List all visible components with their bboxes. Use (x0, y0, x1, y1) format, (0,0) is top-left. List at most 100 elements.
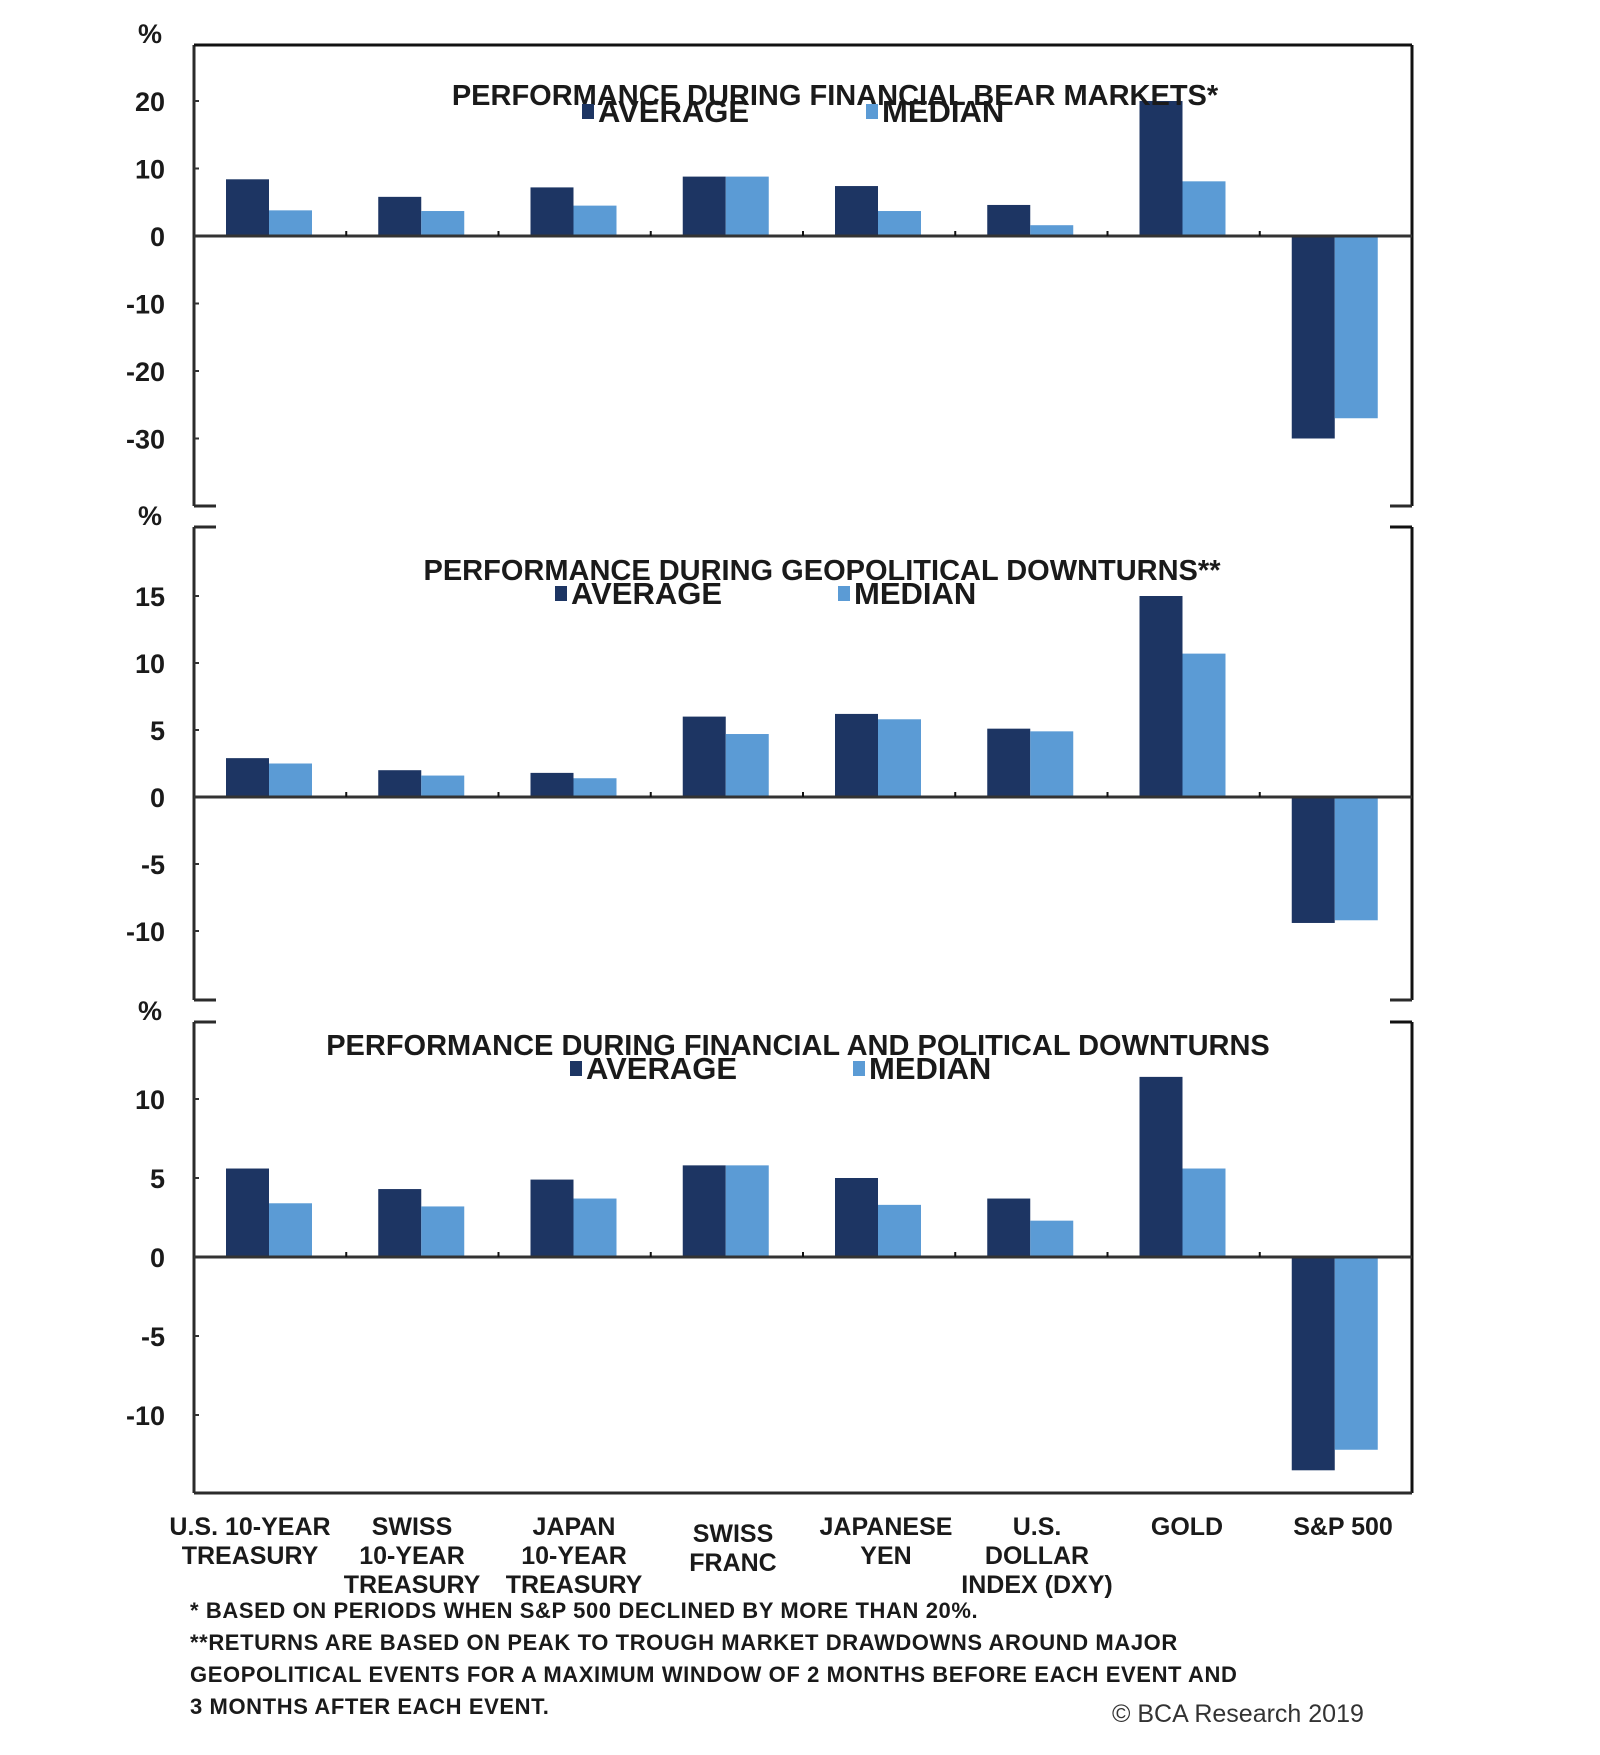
panel-2-ytick-label: -10 (126, 917, 165, 947)
panel-2-ytick-label: 15 (135, 582, 165, 612)
panel-2-ytick-label: 0 (150, 783, 165, 813)
panel-1-ytick-label: -30 (126, 425, 165, 455)
panel-1-title: PERFORMANCE DURING FINANCIAL BEAR MARKET… (452, 80, 1219, 112)
panel-1-bar-median (1030, 225, 1074, 236)
x-axis-category-label: JAPAN (533, 1513, 616, 1541)
panel-3-bar-median (269, 1203, 312, 1257)
panel-1-legend-median-swatch (866, 104, 878, 119)
panel-2-legend-median-swatch (838, 586, 850, 601)
copyright: © BCA Research 2019 (1112, 1700, 1364, 1728)
x-axis-category-label: GOLD (1151, 1513, 1223, 1541)
x-axis-category-label: JAPANESE (820, 1513, 953, 1541)
panel-2-bar-average (1291, 797, 1335, 923)
panel-1-bar-average (378, 196, 422, 236)
panel-2-bar-average (530, 772, 574, 797)
x-axis-category-label: U.S. 10-YEAR (169, 1513, 330, 1541)
panel-1-bar-average (987, 204, 1031, 236)
panel-2-ytick-label: 10 (135, 649, 165, 679)
panel-1-bar-median (269, 210, 312, 236)
panel-3-bar-average (1291, 1257, 1335, 1471)
panel-2-ytick-label: 5 (150, 716, 165, 746)
panel-1-bar-median (1182, 181, 1226, 236)
panel-1-ytick-label: -20 (126, 357, 165, 387)
panel-3-legend-average-label: AVERAGE (586, 1051, 737, 1086)
x-axis-category-label: DOLLAR (985, 1542, 1089, 1570)
footnote-geopolitical-line3: 3 MONTHS AFTER EACH EVENT. (190, 1694, 550, 1719)
panel-2-bar-median (1030, 731, 1074, 797)
panel-1-bar-median (421, 211, 465, 236)
panel-3-bar-average (226, 1168, 269, 1257)
panel-2-title: PERFORMANCE DURING GEOPOLITICAL DOWNTURN… (424, 555, 1222, 587)
panel-3-bar-median (1182, 1168, 1226, 1257)
panel-2-bar-median (1182, 653, 1226, 797)
panel-3-bar-average (835, 1178, 878, 1257)
panel-3-bar-average (1139, 1076, 1183, 1257)
panel-3-bar-median (725, 1165, 769, 1257)
panel-3-legend-median-label: MEDIAN (869, 1051, 991, 1086)
panel-1-ytick-label: -10 (126, 290, 165, 320)
panel-1-bar-median (1334, 236, 1378, 419)
panel-1-bar-median (725, 176, 769, 236)
panel-3-bar-median (878, 1204, 921, 1257)
panel-1-bar-median (878, 211, 921, 236)
panel-1-bar-average (1139, 101, 1183, 236)
x-axis-category-label: 10-YEAR (521, 1542, 627, 1570)
panel-2-bar-average (378, 770, 422, 797)
panel-3-bar-median (573, 1198, 617, 1257)
panel-3-unit-label: % (138, 996, 162, 1026)
panel-3-bar-median (421, 1206, 465, 1257)
panel-3-ytick-label: 5 (150, 1164, 165, 1194)
panel-2-bar-median (269, 763, 312, 797)
panel-1-bar-average (226, 179, 269, 236)
footnote-geopolitical-line2: GEOPOLITICAL EVENTS FOR A MAXIMUM WINDOW… (190, 1662, 1238, 1687)
x-axis-category-label: YEN (860, 1542, 911, 1570)
panel-1-unit-label: % (138, 19, 162, 49)
panel-2-bar-average (1139, 596, 1183, 797)
panel-2-bar-median (573, 778, 617, 797)
x-axis-category-label: TREASURY (344, 1571, 481, 1599)
panel-3-bar-median (1030, 1220, 1074, 1257)
x-axis-category-label: 10-YEAR (359, 1542, 465, 1570)
x-axis-category-label: SWISS (372, 1513, 453, 1541)
panel-2-bar-median (725, 734, 769, 797)
x-axis-category-label: FRANC (689, 1549, 777, 1577)
panel-2-legend-average-label: AVERAGE (571, 576, 722, 611)
panel-3-title: PERFORMANCE DURING FINANCIAL AND POLITIC… (326, 1030, 1270, 1062)
footnote-bear-markets: * BASED ON PERIODS WHEN S&P 500 DECLINED… (190, 1598, 979, 1623)
x-axis-category-label: TREASURY (182, 1542, 319, 1570)
panel-3-ytick-label: 10 (135, 1085, 165, 1115)
panel-1-legend-average-label: AVERAGE (598, 94, 749, 129)
panel-3-legend-average-swatch (570, 1061, 582, 1076)
panel-1-legend-median-label: MEDIAN (882, 94, 1004, 129)
panel-2-legend-median-label: MEDIAN (854, 576, 976, 611)
panel-3-bar-average (378, 1189, 422, 1257)
panel-1-ytick-label: 0 (150, 222, 165, 252)
panel-2-bar-average (835, 713, 878, 797)
panel-2-bar-median (1334, 797, 1378, 921)
panel-3-ytick-label: -10 (126, 1401, 165, 1431)
panel-1-ytick-label: 20 (135, 87, 165, 117)
x-axis-category-label: SWISS (693, 1520, 774, 1548)
x-axis-category-label: INDEX (DXY) (961, 1571, 1112, 1599)
panel-1-ytick-label: 10 (135, 155, 165, 185)
panel-3-bar-average (682, 1165, 726, 1257)
panel-2-bar-median (421, 775, 465, 797)
panel-3-legend-median-swatch (853, 1061, 865, 1076)
panel-2-ytick-label: -5 (141, 850, 165, 880)
panel-2-bar-average (682, 716, 726, 797)
panel-3-bar-average (987, 1198, 1031, 1257)
panel-2-unit-label: % (138, 501, 162, 531)
panel-1-bar-median (573, 205, 617, 236)
panel-1-bar-average (1291, 236, 1335, 439)
panel-2-bar-average (987, 728, 1031, 797)
panel-2-bar-median (878, 719, 921, 797)
x-axis-category-label: TREASURY (506, 1571, 643, 1599)
panel-1-legend-average-swatch (582, 104, 594, 119)
panel-1-bar-average (682, 176, 726, 236)
panel-1-bar-average (530, 187, 574, 236)
panel-3-ytick-label: -5 (141, 1322, 165, 1352)
panel-2-bar-average (226, 758, 269, 797)
x-axis-category-label: S&P 500 (1293, 1513, 1393, 1541)
panel-3-bar-average (530, 1179, 574, 1257)
